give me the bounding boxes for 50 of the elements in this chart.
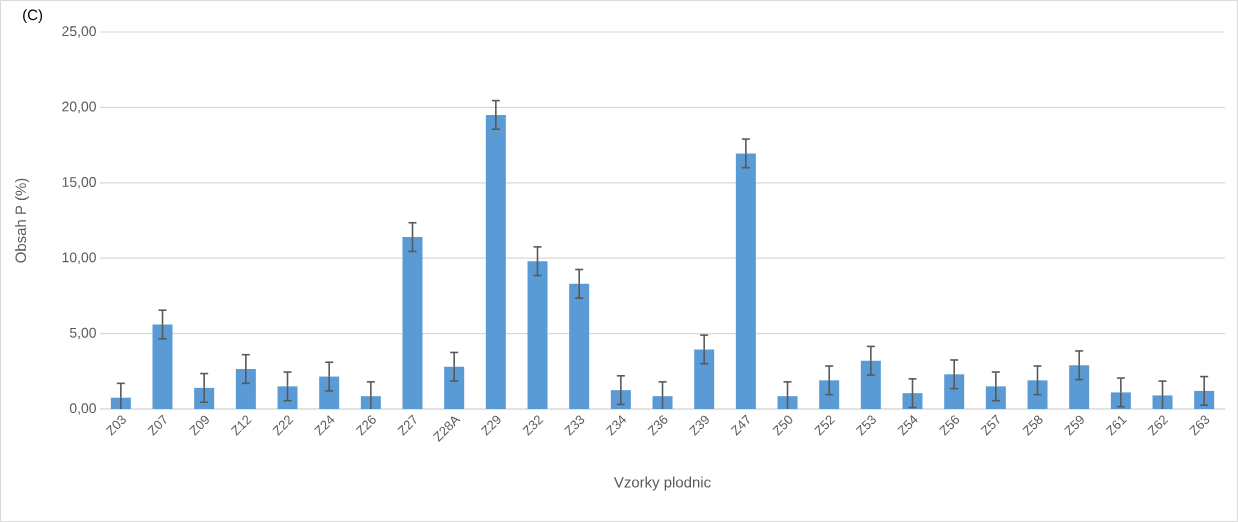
y-tick-label: 15,00 (62, 177, 96, 189)
bar (527, 261, 548, 409)
x-tick-label: Z47 (730, 414, 750, 436)
x-tick-label: Z57 (980, 414, 1000, 436)
x-tick-label: Z59 (1064, 415, 1084, 436)
x-tick-label: Z58 (1022, 415, 1043, 436)
y-axis-title: Obsah P (%) (15, 178, 29, 263)
x-tick-label: Z34 (605, 415, 627, 436)
y-tick-label: 20,00 (62, 101, 96, 114)
x-tick-label: Z50 (772, 415, 793, 436)
bar (944, 374, 965, 409)
x-tick-label: Z24 (314, 415, 335, 436)
x-tick-label: Z29 (480, 415, 501, 436)
x-tick-label: Z52 (814, 415, 836, 436)
bar (235, 369, 256, 409)
x-tick-label: Z03 (105, 415, 126, 436)
x-tick-label: Z62 (1147, 415, 1169, 436)
bar (444, 366, 465, 409)
x-tick-label: Z54 (897, 415, 918, 436)
x-axis-title: Vzorky plodnic (613, 476, 711, 491)
x-tick-label: Z36 (647, 415, 668, 436)
text: (C) (23, 9, 43, 24)
y-tick-label: 25,00 (62, 26, 96, 38)
x-tick-label: Z32 (522, 415, 544, 436)
y-tick-label: 5,00 (69, 327, 96, 340)
x-tick-label: Z61 (1105, 416, 1127, 436)
bar (819, 380, 840, 409)
bar (860, 360, 881, 409)
x-tick-label: Z22 (272, 415, 294, 436)
x-tick-label: Z07 (147, 414, 167, 436)
bar (152, 324, 173, 409)
bar (319, 376, 340, 409)
bar (1069, 365, 1090, 409)
x-tick-label: Z12 (230, 415, 252, 436)
x-tick-label: Z56 (939, 415, 960, 436)
bar (485, 114, 506, 409)
y-tick-label: 10,00 (62, 252, 96, 264)
x-tick-label: Z09 (189, 415, 209, 436)
x-tick-label: Z27 (397, 414, 417, 436)
bar (694, 349, 715, 409)
bar (735, 153, 756, 409)
bar (402, 237, 423, 409)
x-tick-label: Z26 (355, 415, 376, 436)
x-tick-label: Z39 (689, 415, 709, 436)
x-tick-label: Z53 (855, 415, 876, 436)
x-tick-label: Z63 (1189, 415, 1210, 436)
x-tick-label: Z33 (564, 415, 585, 436)
bar (1027, 380, 1048, 409)
y-tick-label: 0,00 (69, 403, 96, 415)
bar (569, 283, 590, 409)
